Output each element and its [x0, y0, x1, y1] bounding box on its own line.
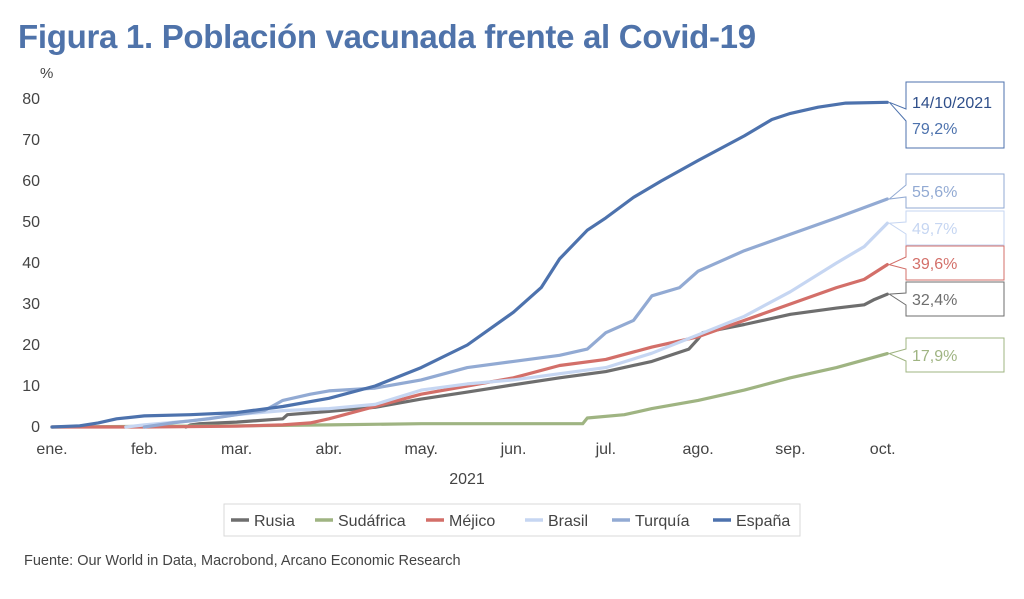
x-tick-label: ene. — [36, 441, 67, 458]
callout-rusia: 32,4% — [887, 281, 1005, 317]
callout-españa: 14/10/2021 79,2% — [888, 81, 1005, 149]
legend-label-méjico: Méjico — [449, 513, 495, 530]
x-tick-label: mar. — [221, 441, 252, 458]
callout-value: 39,6% — [912, 256, 957, 273]
y-tick-label: 30 — [22, 296, 40, 313]
legend-label-sudáfrica: Sudáfrica — [338, 513, 406, 530]
x-tick-label: abr. — [316, 441, 343, 458]
y-tick-label: 20 — [22, 337, 40, 354]
x-axis: ene. feb. mar. abr. may. jun. jul. ago. sep. oct.… — [36, 441, 895, 488]
series-lines — [50, 100, 889, 429]
x-tick-label: oct. — [870, 441, 896, 458]
source-note: Fuente: Our World in Data, Macrobond, Ar… — [24, 553, 461, 569]
y-tick-label: 40 — [22, 255, 40, 272]
x-tick-label: ago. — [683, 441, 714, 458]
x-tick-label: feb. — [131, 441, 158, 458]
y-tick-label: 70 — [22, 132, 40, 149]
x-tick-label: jun. — [500, 441, 527, 458]
callout-box — [887, 245, 1005, 281]
legend-label-españa: España — [736, 513, 790, 530]
series-line-españa — [50, 100, 889, 429]
x-tick-label: may. — [404, 441, 437, 458]
callout-value: 79,2% — [912, 121, 957, 138]
x-axis-year-label: 2021 — [449, 471, 485, 488]
x-tick-label: jul. — [595, 441, 616, 458]
x-tick-label: sep. — [775, 441, 805, 458]
legend: Rusia Sudáfrica Méjico Brasil Turquía España — [223, 503, 801, 537]
y-tick-label: 80 — [22, 91, 40, 108]
series-line-turquía — [142, 197, 889, 429]
callout-box — [887, 210, 1005, 246]
callout-sudáfrica: 17,9% — [887, 337, 1005, 373]
legend-label-rusia: Rusia — [254, 513, 295, 530]
y-tick-label: 0 — [31, 419, 40, 436]
series-line-sudáfrica — [50, 352, 889, 429]
series-line-brasil — [124, 221, 889, 429]
end-value-callouts: 14/10/2021 79,2% 55,6% 49,7% 39,6% 32,4% 17,9% — [887, 81, 1005, 373]
callout-turquía: 55,6% — [887, 173, 1005, 209]
callout-méjico: 39,6% — [887, 245, 1005, 281]
y-tick-label: 10 — [22, 378, 40, 395]
callout-box — [887, 281, 1005, 317]
y-tick-label: 60 — [22, 173, 40, 190]
callout-value: 32,4% — [912, 292, 957, 309]
y-tick-label: 50 — [22, 214, 40, 231]
callout-date: 14/10/2021 — [912, 95, 992, 112]
callout-box — [887, 173, 1005, 209]
callout-box — [887, 337, 1005, 373]
vaccination-line-chart: % 0 10 20 30 40 50 60 70 80 ene. feb. mar. abr. may.… — [22, 65, 1005, 537]
callout-brasil: 49,7% — [887, 210, 1005, 246]
callout-value: 17,9% — [912, 348, 957, 365]
callout-value: 55,6% — [912, 184, 957, 201]
legend-label-brasil: Brasil — [548, 513, 588, 530]
y-axis: 0 10 20 30 40 50 60 70 80 — [22, 91, 40, 436]
callout-box — [888, 81, 1005, 149]
y-axis-unit-group: % — [40, 65, 53, 82]
chart-title: Figura 1. Población vacunada frente al C… — [18, 18, 756, 55]
y-axis-unit: % — [40, 65, 53, 82]
legend-label-turquía: Turquía — [635, 513, 690, 530]
series-line-rusia — [184, 292, 889, 429]
callout-value: 49,7% — [912, 221, 957, 238]
series-line-méjico — [50, 263, 889, 429]
